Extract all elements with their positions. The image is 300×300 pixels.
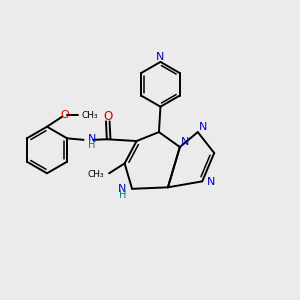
- Text: CH₃: CH₃: [88, 170, 105, 179]
- Text: H: H: [88, 140, 95, 150]
- Text: O: O: [103, 110, 112, 123]
- Text: CH₃: CH₃: [82, 111, 98, 120]
- Text: N: N: [207, 177, 215, 187]
- Text: N: N: [156, 52, 165, 61]
- Text: N: N: [88, 134, 96, 144]
- Text: H: H: [119, 190, 127, 200]
- Text: O: O: [60, 110, 69, 120]
- Text: N: N: [199, 122, 207, 132]
- Text: N: N: [118, 184, 127, 194]
- Text: N: N: [181, 137, 189, 147]
